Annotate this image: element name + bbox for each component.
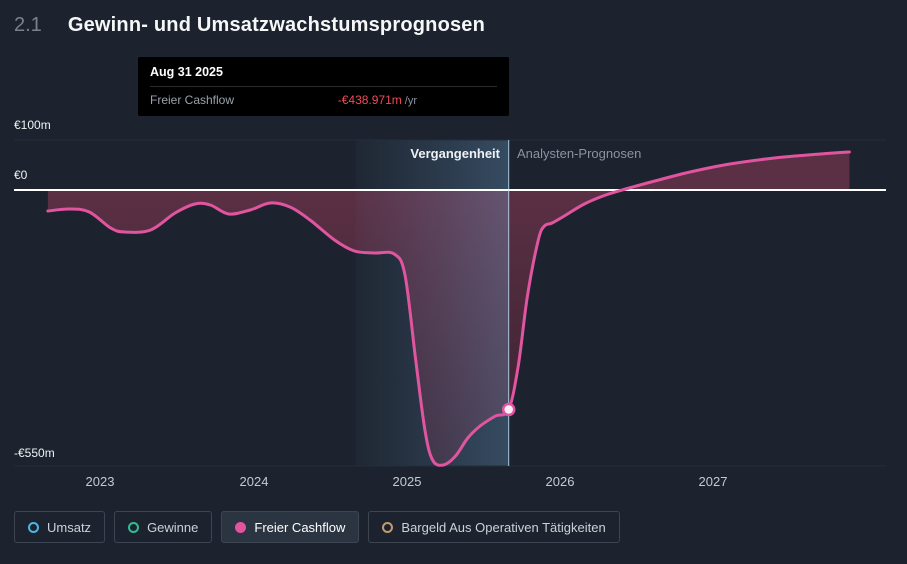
chart-tooltip: Aug 31 2025 Freier Cashflow -€438.971m /…	[138, 57, 509, 116]
legend-button-bargeld-operativ[interactable]: Bargeld Aus Operativen Tätigkeiten	[368, 511, 620, 543]
legend-button-umsatz[interactable]: Umsatz	[14, 511, 106, 543]
y-axis-label-neg550m: -€550m	[14, 446, 55, 460]
forecast-region-label: Analysten-Prognosen	[517, 146, 642, 161]
header: 2.1 Gewinn- und Umsatzwachstumsprognosen	[14, 14, 485, 37]
legend-label: Freier Cashflow	[254, 519, 346, 535]
legend-label: Gewinne	[147, 519, 199, 535]
legend-button-gewinne[interactable]: Gewinne	[114, 511, 213, 543]
umsatz-series-icon	[28, 521, 39, 533]
past-region-label: Vergangenheit	[410, 146, 500, 161]
x-tick-2026: 2026	[545, 474, 575, 489]
past-year-highlight-band	[355, 140, 509, 466]
hover-point-marker	[501, 402, 516, 417]
tooltip-series-label: Freier Cashflow	[150, 93, 235, 107]
gewinne-series-icon	[128, 521, 140, 533]
x-tick-2024: 2024	[239, 474, 269, 489]
legend-label: Umsatz	[47, 519, 92, 535]
tooltip-date: Aug 31 2025	[150, 65, 223, 79]
x-tick-2027: 2027	[698, 474, 728, 489]
x-tick-2025: 2025	[392, 474, 422, 489]
legend-label: Bargeld Aus Operativen Tätigkeiten	[401, 519, 606, 535]
y-axis-label-100m: €100m	[14, 118, 51, 132]
x-tick-2023: 2023	[85, 474, 115, 489]
cashflow-line	[46, 150, 851, 467]
section-number: 2.1	[14, 14, 42, 36]
page-title: Gewinn- und Umsatzwachstumsprognosen	[67, 14, 486, 36]
y-axis-label-zero: €0	[14, 168, 28, 182]
freier-cashflow-series-icon	[235, 521, 247, 533]
legend: Umsatz Gewinne Freier Cashflow Bargeld A…	[14, 511, 620, 543]
tooltip-value: -€438.971m	[337, 93, 402, 107]
tooltip-unit: /yr	[404, 95, 417, 107]
legend-button-freier-cashflow[interactable]: Freier Cashflow	[221, 511, 360, 543]
tooltip-row: Freier Cashflow -€438.971m /yr	[150, 86, 497, 107]
bargeld-operativ-series-icon	[382, 521, 394, 533]
